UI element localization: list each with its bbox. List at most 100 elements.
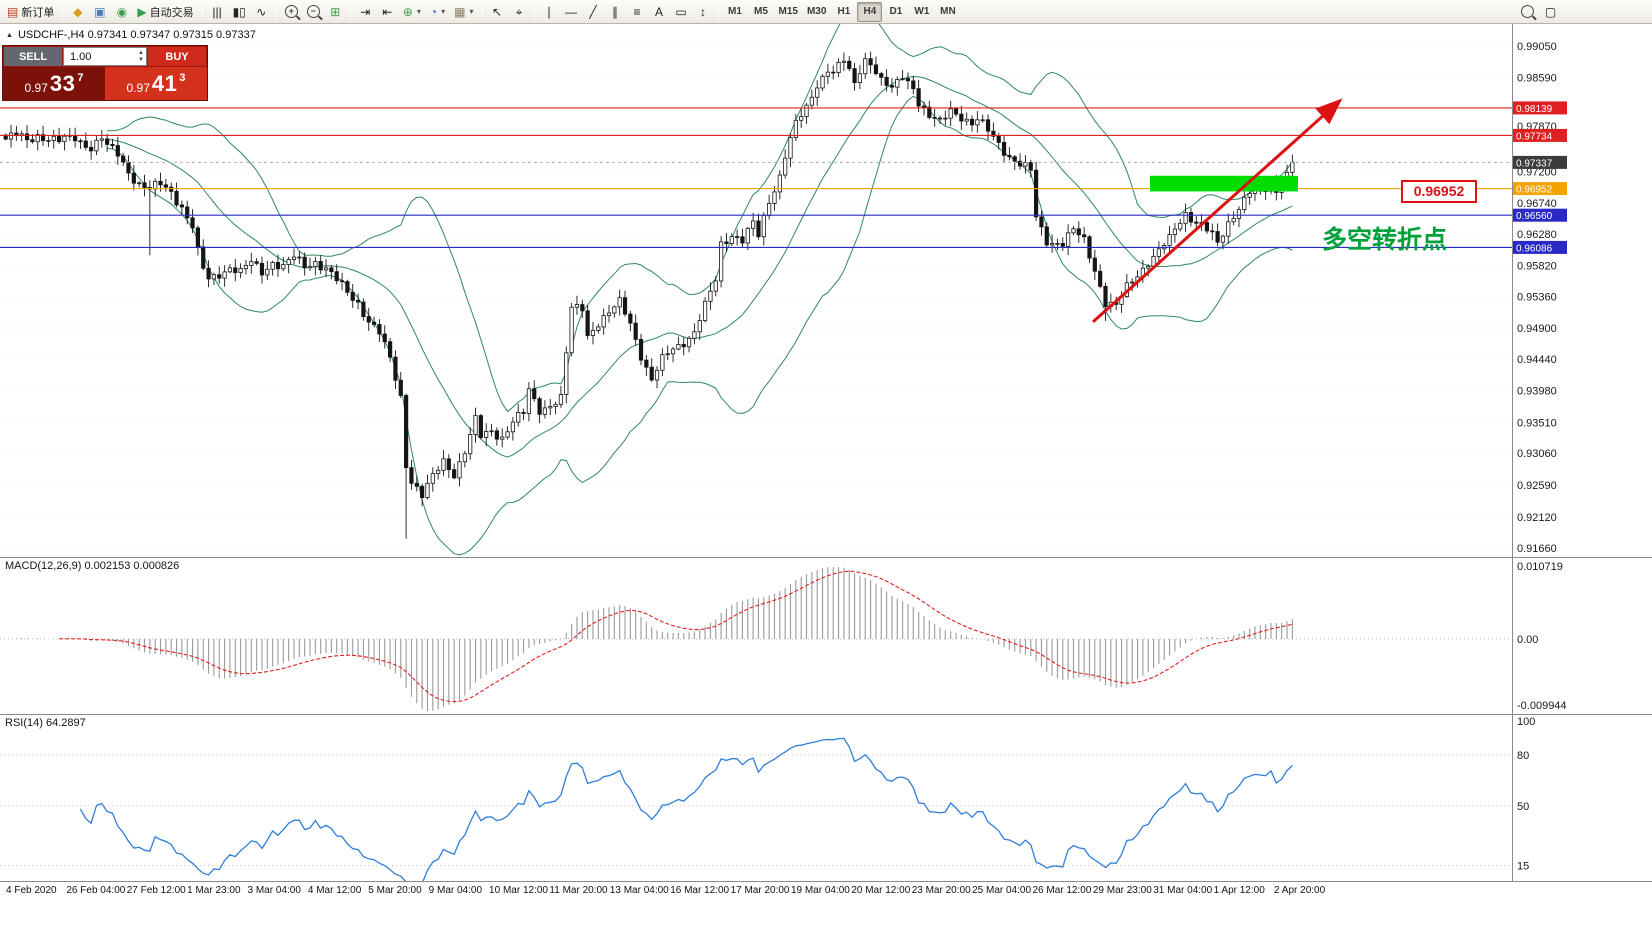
- time-label: 29 Mar 23:00: [1092, 885, 1152, 896]
- one-click-trading-panel: SELL 1.00 ▲ ▼ BUY 0.97 33 7 0.97: [2, 45, 208, 101]
- sell-price-prefix: 0.97: [24, 81, 48, 95]
- price-callout-box[interactable]: [1401, 180, 1477, 203]
- price-tag-text: 0.98139: [1516, 104, 1553, 115]
- rsi-axis-label: 15: [1517, 861, 1529, 873]
- price-axis-label: 0.94900: [1517, 323, 1557, 335]
- buy-price-sup: 3: [179, 71, 186, 84]
- zoom-in-button[interactable]: +: [281, 2, 302, 22]
- templates-button[interactable]: ▦ ▾: [454, 4, 474, 19]
- rsi-header: RSI(14) 64.2897: [5, 717, 86, 729]
- autotrading-button[interactable]: ▶ 自动交易: [137, 4, 194, 19]
- toolbar-right-group: ▢: [1517, 2, 1649, 22]
- strategy-tester-button[interactable]: ▣: [94, 4, 106, 19]
- periods-button[interactable]: ◔ ▾: [429, 4, 446, 19]
- buy-price[interactable]: 0.97 41 3: [105, 67, 207, 100]
- price-tag: [1513, 128, 1567, 142]
- sell-price[interactable]: 0.97 33 7: [3, 67, 105, 100]
- rsi-line: [79, 737, 1293, 881]
- volume-input[interactable]: 1.00 ▲ ▼: [63, 47, 147, 66]
- macd-axis-label: 0.010719: [1517, 561, 1563, 573]
- volume-increase-button[interactable]: ▲: [138, 49, 144, 56]
- price-tag: [1513, 240, 1567, 254]
- turning-point-annotation[interactable]: 多空转折点: [1322, 225, 1447, 254]
- macd-axis-label: -0.009944: [1517, 700, 1567, 712]
- timeframe-m15-button[interactable]: M15: [778, 6, 798, 17]
- history-center-button[interactable]: ◉: [116, 4, 128, 19]
- volume-decrease-button[interactable]: ▼: [138, 56, 144, 63]
- price-axis-label: 0.95820: [1517, 260, 1557, 272]
- search-button[interactable]: [1517, 2, 1538, 22]
- indicators-button[interactable]: ⊕ ▾: [402, 4, 421, 19]
- price-tag: [1513, 155, 1567, 169]
- vertical-line-button[interactable]: ∣: [546, 4, 552, 19]
- trendline-button[interactable]: ╱: [589, 4, 597, 19]
- timeframe-m5-button[interactable]: M5: [754, 6, 768, 17]
- time-label: 3 Mar 04:00: [247, 885, 301, 896]
- buy-button[interactable]: BUY: [148, 47, 206, 66]
- main-chart-panel: ▲ USDCHF-,H4 0.97341 0.97347 0.97315 0.9…: [0, 24, 1652, 557]
- toolbar-separator: [533, 3, 535, 20]
- timeframe-m30-button[interactable]: M30: [806, 6, 827, 17]
- new-order-button[interactable]: ▤ 新订单: [7, 4, 55, 19]
- buy-price-prefix: 0.97: [126, 81, 150, 95]
- time-label: 20 Mar 12:00: [851, 885, 911, 896]
- arrows-button[interactable]: ↕: [700, 4, 706, 19]
- toolbar: ▤ 新订单 ◆ ▣ ◉ ▶ 自动交易 ||| ▮▯ ∿ + − ⊞ ⇥ ⇤ ⊕ ▾ ◔ ▾ ▦ ▾ ↖ ⌖ ∣ ― ╱ ∥ ≡ A ▭ ↕ M…: [0, 0, 1652, 24]
- price-axis-label: 0.99050: [1517, 41, 1557, 53]
- rsi-axis-label: 100: [1517, 716, 1535, 728]
- price-axis-label: 0.92120: [1517, 512, 1557, 524]
- price-axis-border: [1512, 24, 1513, 881]
- bar-chart-button[interactable]: |||: [212, 4, 222, 19]
- rsi-axis-label: 80: [1517, 750, 1529, 762]
- timeframe-m1-button[interactable]: M1: [728, 6, 742, 17]
- window-button[interactable]: ▢: [1544, 4, 1557, 19]
- timeframe-h1-button[interactable]: H1: [837, 6, 851, 17]
- fibonacci-button[interactable]: ≡: [633, 4, 641, 19]
- price-axis-label: 0.95360: [1517, 292, 1557, 304]
- buy-price-main: 41: [151, 70, 178, 96]
- support-zone-rectangle[interactable]: [1150, 175, 1298, 192]
- bollinger-band-line[interactable]: [107, 24, 1293, 413]
- timeframe-w1-button[interactable]: W1: [914, 6, 930, 17]
- time-label: 11 Mar 20:00: [549, 885, 608, 896]
- text-button[interactable]: A: [654, 4, 663, 19]
- symbol-collapse-icon[interactable]: ▲: [6, 31, 13, 39]
- symbol-ohlc-text: USDCHF-,H4 0.97341 0.97347 0.97315 0.973…: [17, 29, 256, 41]
- terminal-button[interactable]: ◆: [73, 4, 83, 19]
- price-axis-label: 0.94440: [1517, 354, 1557, 366]
- tile-windows-button[interactable]: ⊞: [330, 4, 341, 19]
- toolbar-separator: [717, 3, 719, 20]
- price-chart-canvas[interactable]: 多空转折点0.969520.990500.985900.978700.97200…: [0, 24, 1652, 556]
- time-axis[interactable]: 4 Feb 2020 26 Feb 04:00 27 Feb 12:00 1 Mar …: [0, 881, 1652, 901]
- trend-arrow[interactable]: [1091, 98, 1343, 323]
- timeframe-d1-button[interactable]: D1: [889, 6, 903, 17]
- timeframe-h4-button[interactable]: H4: [857, 1, 883, 22]
- symbol-ohlc-info: ▲ USDCHF-,H4 0.97341 0.97347 0.97315 0.9…: [6, 29, 256, 41]
- rsi-canvas[interactable]: 100 80 50 15: [0, 715, 1652, 881]
- time-label: 1 Mar 23:00: [187, 885, 241, 896]
- time-label: 25 Mar 04:00: [972, 885, 1032, 896]
- bollinger-band-line[interactable]: [107, 95, 1293, 556]
- time-label: 17 Mar 20:00: [730, 885, 790, 896]
- timeframe-mn-button[interactable]: MN: [940, 6, 956, 17]
- crosshair-button[interactable]: ⌖: [515, 4, 523, 19]
- price-tag: [1513, 208, 1567, 222]
- price-tag: [1513, 182, 1567, 196]
- line-chart-button[interactable]: ∿: [256, 4, 267, 19]
- horizontal-line-button[interactable]: ―: [565, 4, 577, 19]
- macd-panel: MACD(12,26,9) 0.002153 0.000826 0.010719…: [0, 557, 1652, 714]
- channel-button[interactable]: ∥: [612, 4, 618, 19]
- zoom-out-button[interactable]: −: [303, 2, 324, 22]
- sell-button[interactable]: SELL: [4, 47, 62, 66]
- cursor-button[interactable]: ↖: [491, 4, 503, 19]
- chart-shift-button[interactable]: ⇤: [382, 4, 393, 19]
- macd-canvas[interactable]: 0.010719 0.00 -0.009944: [0, 558, 1652, 714]
- label-button[interactable]: ▭: [675, 4, 687, 19]
- price-tag-text: 0.97337: [1516, 158, 1553, 169]
- sell-price-main: 33: [49, 70, 76, 96]
- auto-scroll-button[interactable]: ⇥: [360, 4, 371, 19]
- candlestick-chart-button[interactable]: ▮▯: [232, 4, 246, 19]
- price-axis-label: 0.98590: [1517, 72, 1557, 84]
- volume-stepper: ▲ ▼: [138, 50, 144, 63]
